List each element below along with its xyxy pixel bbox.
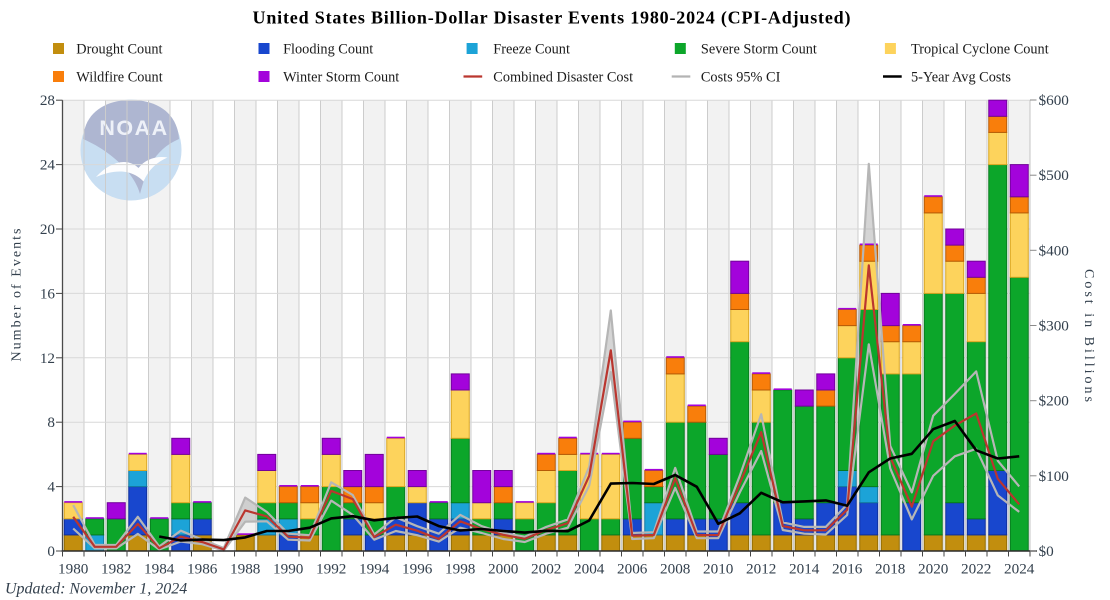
svg-text:24: 24 — [40, 157, 56, 174]
svg-text:1994: 1994 — [359, 561, 390, 578]
svg-text:Drought Count: Drought Count — [76, 42, 162, 58]
svg-text:2010: 2010 — [703, 561, 734, 578]
svg-text:4: 4 — [47, 479, 55, 496]
svg-text:$100: $100 — [1039, 468, 1070, 485]
svg-text:8: 8 — [47, 414, 55, 431]
svg-text:1996: 1996 — [402, 561, 433, 578]
svg-text:Costs 95% CI: Costs 95% CI — [701, 70, 781, 86]
svg-text:$400: $400 — [1039, 242, 1070, 259]
svg-text:1992: 1992 — [316, 561, 346, 578]
svg-text:1990: 1990 — [273, 561, 304, 578]
svg-text:1986: 1986 — [187, 561, 218, 578]
svg-text:12: 12 — [40, 350, 55, 367]
svg-text:$200: $200 — [1039, 393, 1070, 410]
svg-text:5-Year Avg Costs: 5-Year Avg Costs — [911, 70, 1011, 86]
svg-text:Updated: November 1, 2024: Updated: November 1, 2024 — [5, 581, 187, 598]
svg-text:Freeze Count: Freeze Count — [493, 42, 570, 58]
svg-text:1998: 1998 — [445, 561, 476, 578]
svg-text:2008: 2008 — [660, 561, 691, 578]
svg-text:20: 20 — [40, 221, 56, 238]
svg-text:2018: 2018 — [875, 561, 906, 578]
svg-text:Tropical Cyclone Count: Tropical Cyclone Count — [911, 42, 1049, 58]
svg-text:2016: 2016 — [832, 561, 863, 578]
svg-text:$0: $0 — [1039, 543, 1055, 560]
svg-text:2022: 2022 — [961, 561, 991, 578]
svg-text:2020: 2020 — [918, 561, 949, 578]
svg-text:1988: 1988 — [230, 561, 261, 578]
svg-text:28: 28 — [40, 92, 56, 109]
svg-text:2002: 2002 — [531, 561, 561, 578]
svg-text:$600: $600 — [1039, 92, 1070, 109]
svg-text:2004: 2004 — [574, 561, 605, 578]
svg-text:Severe Storm Count: Severe Storm Count — [701, 42, 817, 58]
svg-text:0: 0 — [47, 543, 55, 560]
svg-text:2006: 2006 — [617, 561, 648, 578]
svg-text:2014: 2014 — [789, 561, 820, 578]
svg-text:NOAA: NOAA — [99, 116, 168, 140]
svg-text:$500: $500 — [1039, 167, 1070, 184]
svg-text:$300: $300 — [1039, 318, 1070, 335]
svg-text:Flooding Count: Flooding Count — [283, 42, 373, 58]
svg-text:2000: 2000 — [488, 561, 519, 578]
svg-text:Combined Disaster Cost: Combined Disaster Cost — [493, 70, 633, 86]
svg-text:2012: 2012 — [746, 561, 776, 578]
svg-text:Number of Events: Number of Events — [10, 229, 25, 362]
svg-text:1982: 1982 — [101, 561, 131, 578]
svg-text:United States Billion-Dollar D: United States Billion-Dollar Disaster Ev… — [253, 8, 851, 29]
svg-text:1984: 1984 — [144, 561, 175, 578]
svg-text:1980: 1980 — [58, 561, 89, 578]
svg-text:Wildfire Count: Wildfire Count — [76, 70, 162, 86]
svg-text:2024: 2024 — [1004, 561, 1035, 578]
svg-text:Winter Storm Count: Winter Storm Count — [283, 70, 399, 86]
svg-text:16: 16 — [40, 285, 56, 302]
